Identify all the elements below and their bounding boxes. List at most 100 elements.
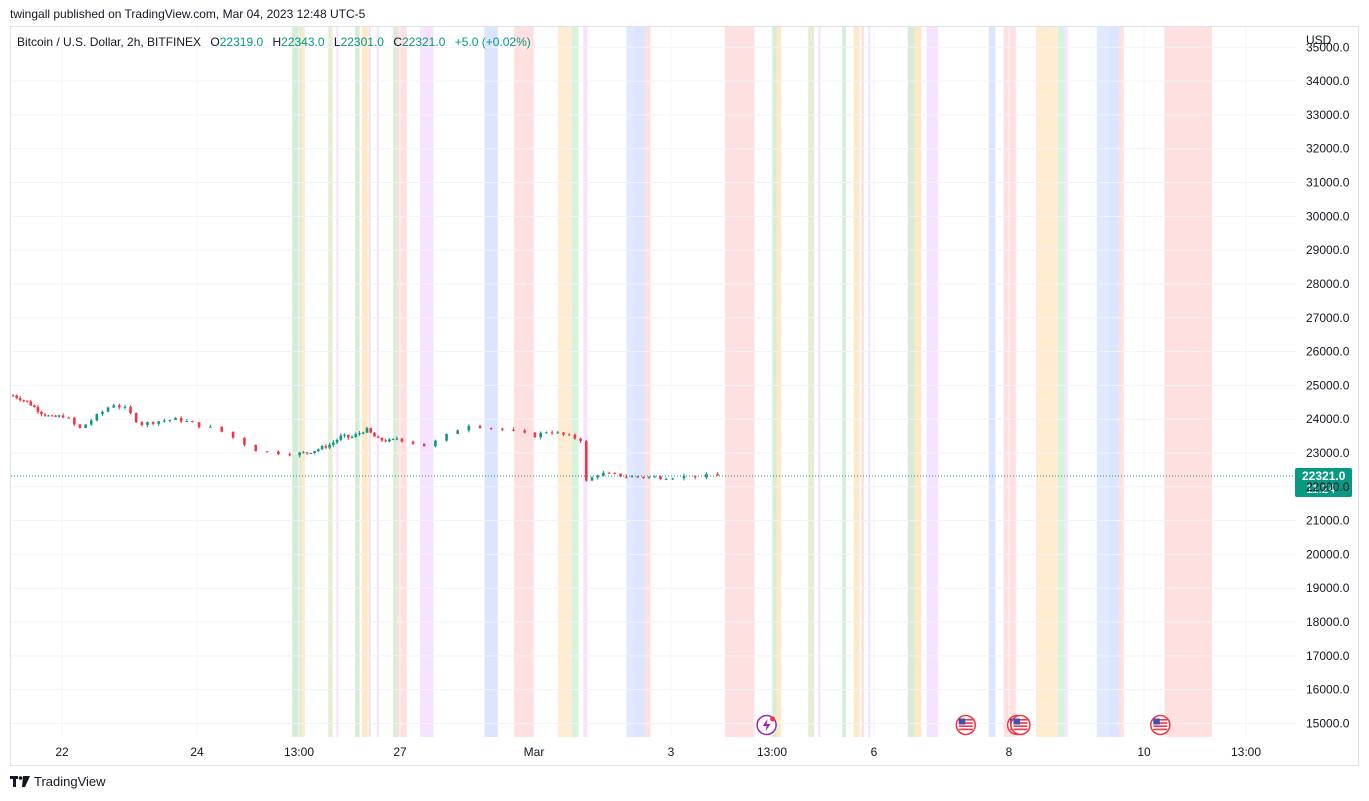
us-flag-event-icon[interactable] [1010, 714, 1031, 736]
candle-body[interactable] [512, 429, 515, 431]
candle-body[interactable] [191, 421, 194, 423]
candle-body[interactable] [384, 440, 387, 442]
candle-body[interactable] [642, 476, 645, 478]
candle-body[interactable] [22, 400, 26, 402]
candle-body[interactable] [400, 438, 404, 442]
candle-body[interactable] [29, 401, 33, 406]
candle-body[interactable] [25, 400, 29, 402]
candle-body[interactable] [380, 437, 384, 441]
candle-body[interactable] [369, 428, 373, 433]
candle-body[interactable] [647, 476, 651, 478]
candle-body[interactable] [47, 415, 50, 417]
candle-body[interactable] [613, 473, 617, 475]
candle-body[interactable] [556, 432, 560, 434]
candle-body[interactable] [653, 476, 657, 478]
candle-body[interactable] [305, 452, 309, 454]
candle-body[interactable] [95, 414, 99, 421]
candle-body[interactable] [140, 422, 144, 425]
candle-body[interactable] [163, 420, 166, 422]
candle-body[interactable] [112, 405, 115, 408]
candle-body[interactable] [57, 415, 61, 417]
candle-body[interactable] [573, 434, 577, 439]
candle-body[interactable] [501, 428, 504, 430]
candle-body[interactable] [11, 395, 15, 397]
candle-body[interactable] [376, 436, 380, 438]
candle-body[interactable] [243, 437, 246, 445]
candle-body[interactable] [50, 415, 54, 417]
candle-body[interactable] [434, 440, 437, 447]
candle-body[interactable] [365, 428, 369, 433]
candle-body[interactable] [118, 405, 121, 408]
candle-body[interactable] [174, 417, 177, 420]
candle-body[interactable] [73, 417, 76, 425]
candle-body[interactable] [197, 422, 201, 428]
candle-body[interactable] [533, 432, 537, 438]
candle-body[interactable] [317, 449, 320, 452]
candle-body[interactable] [682, 475, 686, 479]
candle-body[interactable] [309, 452, 313, 454]
candle-body[interactable] [78, 424, 82, 428]
candle-body[interactable] [567, 434, 571, 436]
candle-body[interactable] [67, 417, 71, 419]
candle-body[interactable] [630, 476, 634, 478]
candle-body[interactable] [288, 454, 292, 456]
candle-body[interactable] [346, 434, 350, 438]
candle-body[interactable] [89, 420, 93, 425]
candle-body[interactable] [298, 452, 301, 456]
candle-body[interactable] [18, 398, 22, 401]
candle-body[interactable] [123, 406, 127, 408]
candle-body[interactable] [146, 422, 149, 425]
candle-body[interactable] [43, 414, 47, 416]
candle-body[interactable] [101, 411, 104, 415]
candle-body[interactable] [36, 407, 40, 412]
candle-body[interactable] [716, 474, 719, 476]
candle-body[interactable] [636, 476, 639, 478]
candle-body[interactable] [84, 424, 87, 428]
candle-body[interactable] [339, 435, 343, 440]
candle-body[interactable] [467, 425, 471, 431]
candle-body[interactable] [328, 444, 331, 448]
candle-body[interactable] [332, 442, 335, 445]
candle-body[interactable] [445, 433, 448, 441]
candle-body[interactable] [395, 438, 399, 440]
candle-body[interactable] [313, 451, 316, 453]
candle-body[interactable] [33, 405, 36, 408]
candle-body[interactable] [179, 417, 183, 422]
us-flag-event-icon[interactable] [1150, 714, 1171, 736]
candle-body[interactable] [185, 421, 189, 423]
candle-body[interactable] [350, 436, 354, 438]
candle-body[interactable] [220, 426, 224, 432]
candle-body[interactable] [157, 421, 160, 424]
candle-body[interactable] [539, 432, 542, 438]
candle-body[interactable] [391, 438, 395, 440]
candle-body[interactable] [562, 432, 565, 435]
candle-body[interactable] [324, 446, 328, 448]
candle-body[interactable] [277, 451, 280, 455]
candle-body[interactable] [231, 431, 235, 438]
candle-body[interactable] [624, 476, 628, 478]
candle-body[interactable] [489, 427, 493, 429]
candle-body[interactable] [106, 407, 110, 412]
candle-body[interactable] [478, 425, 482, 428]
candle-body[interactable] [523, 430, 526, 433]
candle-body[interactable] [619, 473, 622, 477]
candle-body[interactable] [129, 406, 132, 414]
candle-body[interactable] [335, 439, 339, 443]
candle-body[interactable] [40, 411, 43, 415]
candle-body[interactable] [265, 451, 269, 453]
candle-body[interactable] [602, 472, 605, 476]
candle-body[interactable] [254, 444, 258, 452]
candle-body[interactable] [388, 439, 391, 442]
candle-body[interactable] [354, 434, 358, 437]
candle-body[interactable] [584, 441, 588, 481]
candle-body[interactable] [671, 478, 675, 480]
lightning-event-icon[interactable] [756, 714, 777, 736]
candle-body[interactable] [590, 477, 594, 481]
candle-body[interactable] [361, 432, 365, 434]
candle-body[interactable] [422, 443, 426, 447]
candle-body[interactable] [302, 452, 305, 454]
candle-body[interactable] [607, 472, 611, 474]
us-flag-event-icon[interactable] [955, 714, 977, 736]
candle-body[interactable] [168, 419, 172, 421]
